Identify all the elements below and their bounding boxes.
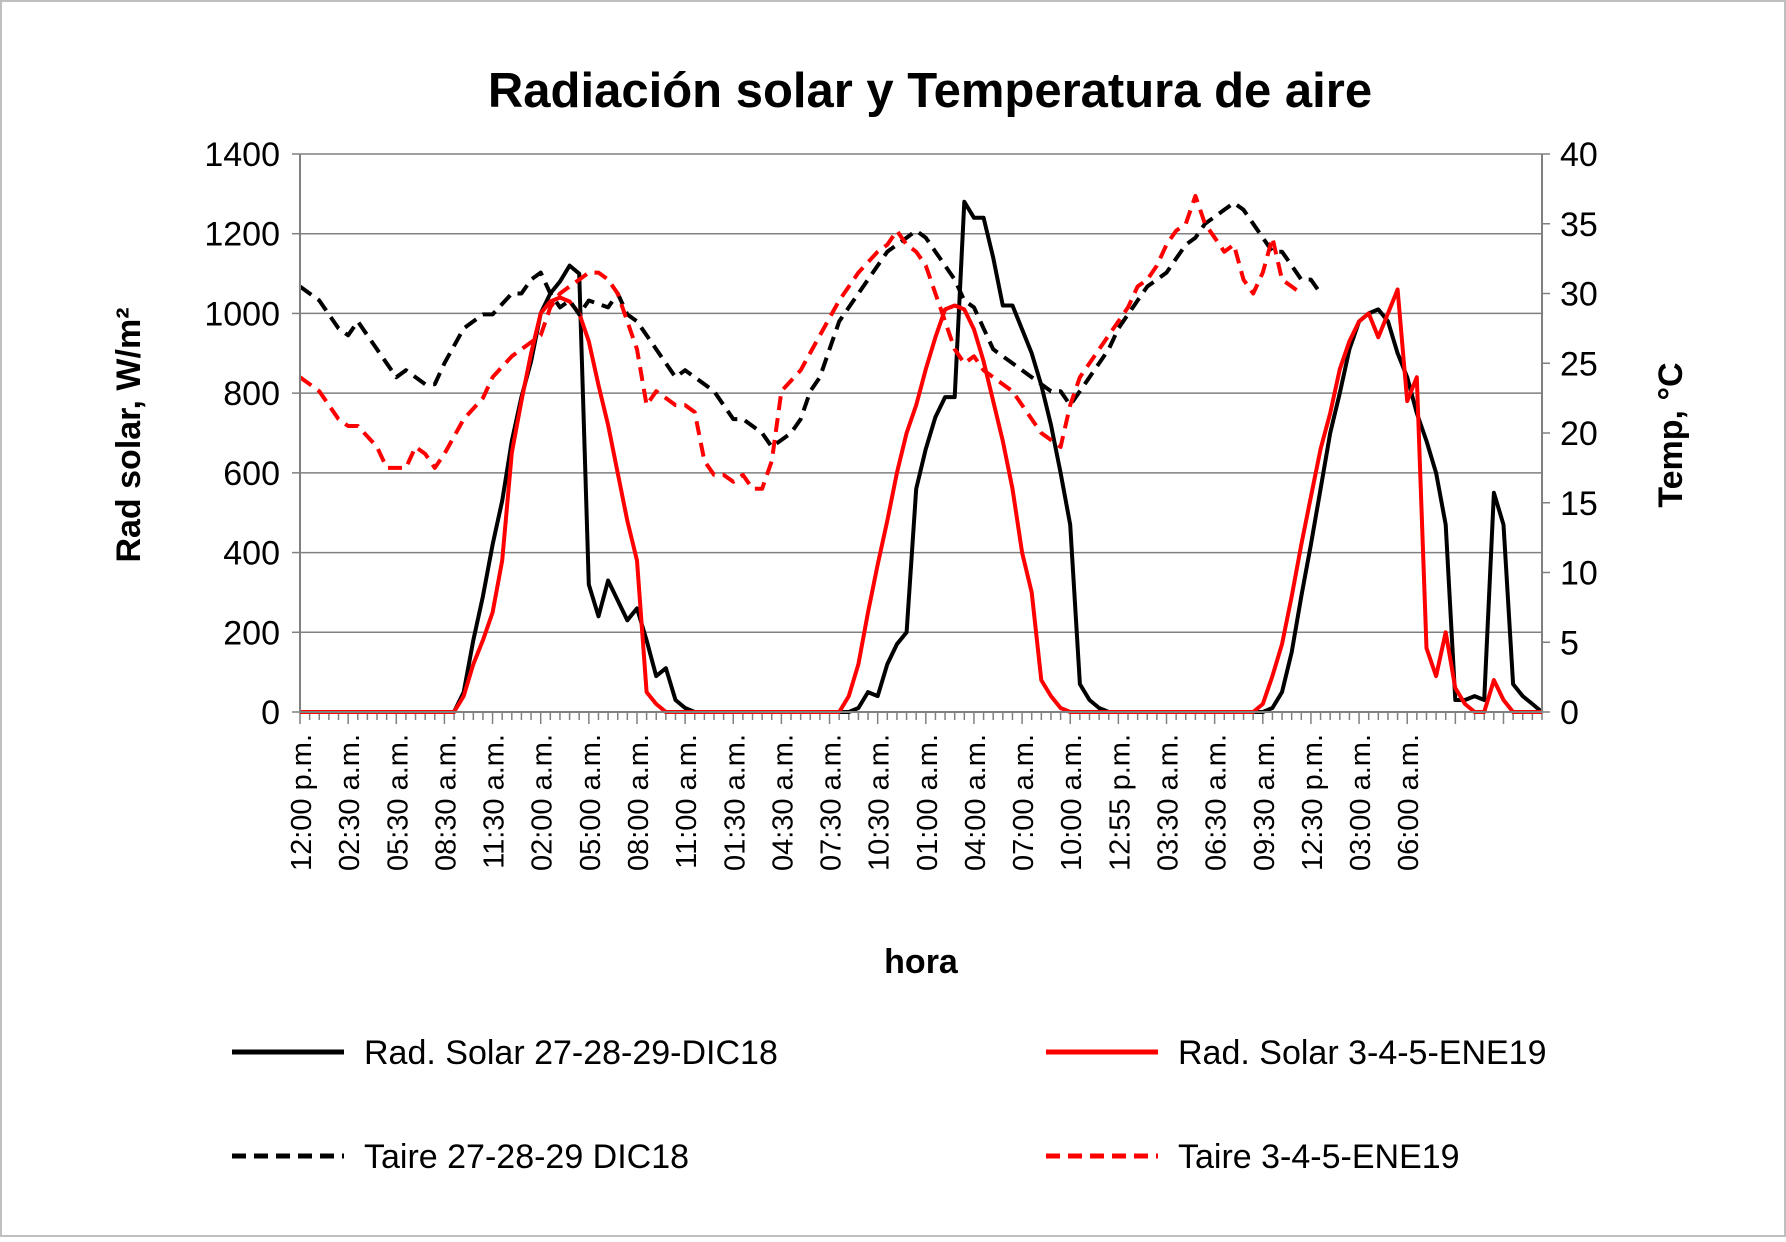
series-line-4 bbox=[298, 193, 1303, 491]
x-axis-ticks: 12:00 p.m. 02:30 a.m. 05:30 a.m. 08:30 a.m.… bbox=[286, 712, 1543, 871]
x-tick-label: 04:30 a.m. bbox=[767, 734, 799, 871]
right-tick-label: 40 bbox=[1560, 136, 1598, 174]
right-tick-label: 0 bbox=[1560, 694, 1579, 732]
right-tick-label: 35 bbox=[1560, 206, 1598, 244]
right-tick-label: 25 bbox=[1560, 345, 1598, 383]
x-tick-label: 01:00 a.m. bbox=[912, 734, 944, 871]
legend: Rad. Solar 27-28-29-DIC18 Rad. Solar 3-4-… bbox=[232, 1034, 1547, 1176]
x-tick-label: 12:00 p.m. bbox=[286, 734, 318, 871]
x-tick-label: 07:00 a.m. bbox=[1008, 734, 1040, 871]
x-tick-label: 04:00 a.m. bbox=[960, 734, 992, 871]
x-tick-label: 02:30 a.m. bbox=[334, 734, 366, 871]
x-tick-label: 08:00 a.m. bbox=[623, 734, 655, 871]
x-tick-label: 06:00 a.m. bbox=[1393, 734, 1425, 871]
x-axis-label: hora bbox=[884, 943, 959, 981]
series-line-1 bbox=[300, 199, 1544, 714]
y-axis-left-label: Rad solar, W/m² bbox=[110, 307, 148, 562]
legend-label: Rad. Solar 27-28-29-DIC18 bbox=[364, 1034, 778, 1072]
right-tick-label: 5 bbox=[1560, 624, 1579, 662]
series-line-3 bbox=[298, 200, 1323, 449]
x-tick-label: 10:00 a.m. bbox=[1056, 734, 1088, 871]
right-tick-label: 10 bbox=[1560, 555, 1598, 593]
left-tick-label: 400 bbox=[223, 535, 280, 573]
x-tick-label: 11:00 a.m. bbox=[671, 734, 703, 869]
x-tick-label: 10:30 a.m. bbox=[864, 734, 896, 871]
x-tick-label: 05:30 a.m. bbox=[382, 734, 414, 871]
x-tick-label: 12:55 p.m. bbox=[1104, 734, 1136, 871]
chart-title: Radiación solar y Temperatura de aire bbox=[488, 64, 1372, 118]
legend-label: Rad. Solar 3-4-5-ENE19 bbox=[1178, 1034, 1547, 1072]
left-tick-label: 800 bbox=[223, 375, 280, 413]
x-tick-label: 05:00 a.m. bbox=[575, 734, 607, 871]
left-axis-ticks: 0 200 400 600 800 1000 1200 1400 bbox=[204, 136, 300, 732]
left-tick-label: 200 bbox=[223, 614, 280, 652]
right-tick-label: 15 bbox=[1560, 485, 1598, 523]
y-axis-right-label: Temp, °C bbox=[1652, 362, 1690, 507]
x-tick-label: 11:30 a.m. bbox=[479, 734, 511, 869]
left-tick-label: 1400 bbox=[204, 136, 280, 174]
left-tick-label: 1000 bbox=[204, 295, 280, 333]
left-tick-label: 600 bbox=[223, 455, 280, 493]
x-tick-label: 01:30 a.m. bbox=[719, 734, 751, 871]
x-tick-label: 02:00 a.m. bbox=[527, 734, 559, 871]
right-tick-label: 20 bbox=[1560, 415, 1598, 453]
x-tick-label: 03:30 a.m. bbox=[1153, 734, 1185, 871]
series-line-2 bbox=[300, 287, 1542, 714]
x-tick-label: 07:30 a.m. bbox=[816, 734, 848, 871]
legend-label: Taire 3-4-5-ENE19 bbox=[1178, 1138, 1460, 1176]
series-layer bbox=[298, 193, 1544, 714]
x-tick-label: 09:30 a.m. bbox=[1249, 734, 1281, 871]
x-tick-label: 12:30 p.m. bbox=[1297, 734, 1329, 871]
x-tick-label: 06:30 a.m. bbox=[1201, 734, 1233, 871]
left-tick-label: 0 bbox=[261, 694, 280, 732]
left-tick-label: 1200 bbox=[204, 216, 280, 254]
right-axis-ticks: 0 5 10 15 20 25 30 35 40 bbox=[1542, 136, 1598, 732]
x-tick-label: 08:30 a.m. bbox=[430, 734, 462, 871]
x-tick-label: 03:00 a.m. bbox=[1345, 734, 1377, 871]
legend-label: Taire 27-28-29 DIC18 bbox=[364, 1138, 689, 1176]
right-tick-label: 30 bbox=[1560, 276, 1598, 314]
